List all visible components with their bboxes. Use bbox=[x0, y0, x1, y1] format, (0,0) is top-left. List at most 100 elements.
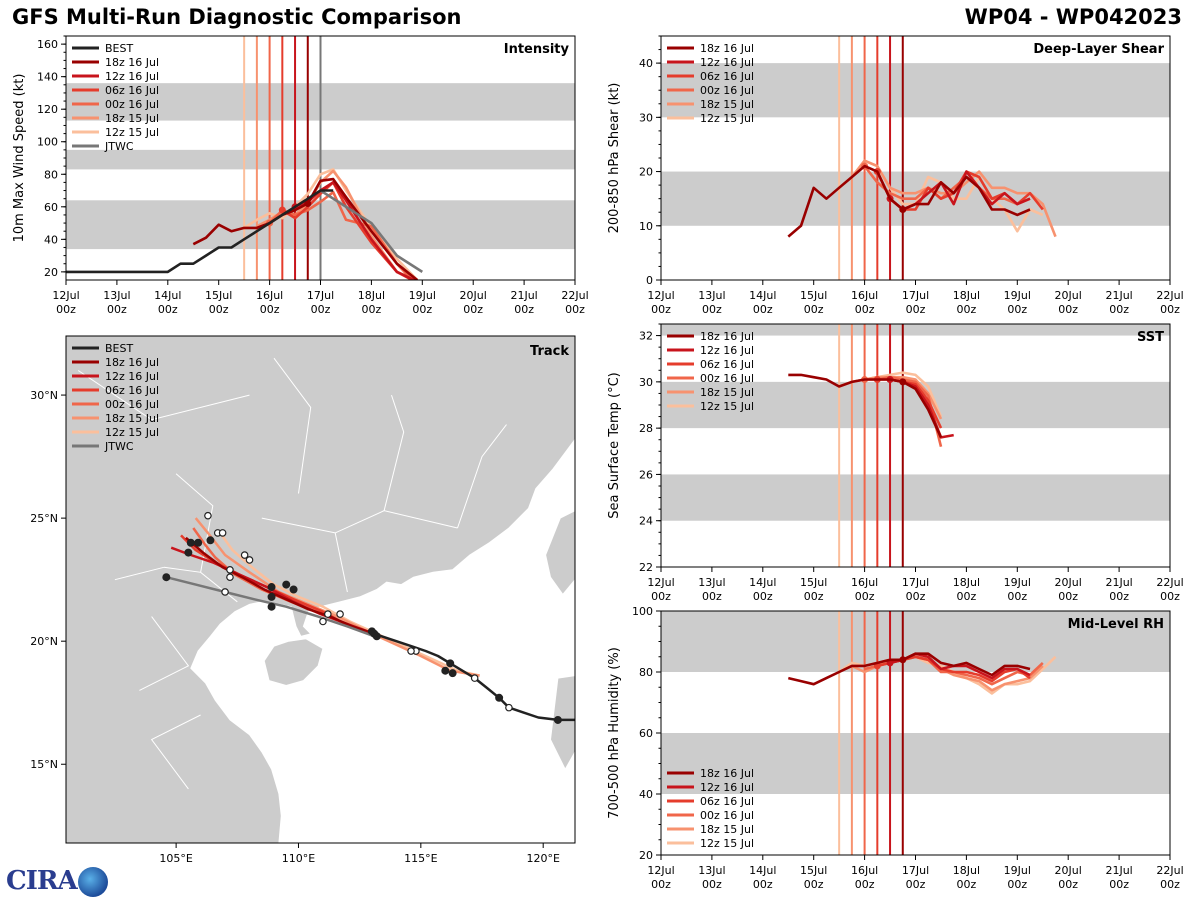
shear-xtick-day: 20Jul bbox=[1055, 289, 1082, 302]
sst-xtick-hour: 00z bbox=[906, 590, 926, 603]
sst-marker bbox=[899, 378, 907, 386]
track-legend-label: 06z 16 Jul bbox=[105, 384, 159, 397]
rh-band bbox=[661, 733, 1170, 794]
shear-xtick-hour: 00z bbox=[753, 303, 773, 316]
shear-ytick-label: 0 bbox=[646, 274, 653, 287]
sst-xtick-day: 17Jul bbox=[902, 576, 929, 589]
intensity-ytick-label: 160 bbox=[37, 38, 58, 51]
shear-xtick-hour: 00z bbox=[906, 303, 926, 316]
province-border bbox=[139, 616, 190, 691]
shear-ylabel: 200-850 hPa Shear (kt) bbox=[607, 83, 622, 234]
sst-ytick-label: 28 bbox=[639, 422, 653, 435]
rh-legend-label: 12z 15 Jul bbox=[700, 837, 754, 850]
shear-series-group bbox=[787, 159, 1057, 238]
intensity-legend-label: 00z 16 Jul bbox=[105, 98, 159, 111]
rh-xtick-hour: 00z bbox=[804, 878, 824, 891]
rh-xtick-day: 15Jul bbox=[800, 864, 827, 877]
intensity-legend-label: 06z 16 Jul bbox=[105, 84, 159, 97]
track-point-open bbox=[505, 703, 513, 712]
rh-legend-label: 00z 16 Jul bbox=[700, 809, 754, 822]
intensity-legend-label: 12z 15 Jul bbox=[105, 126, 159, 139]
track-point-open bbox=[245, 556, 254, 564]
track-point-filled bbox=[186, 538, 195, 547]
shear-ytick-label: 40 bbox=[639, 57, 653, 70]
sst-xtick-hour: 00z bbox=[1007, 590, 1027, 603]
sst-ytick-label: 26 bbox=[639, 468, 653, 481]
shear-legend-label: 18z 16 Jul bbox=[700, 42, 754, 55]
rh-xtick-hour: 00z bbox=[1007, 878, 1027, 891]
province-border bbox=[334, 532, 348, 593]
track-legend-label: 00z 16 Jul bbox=[105, 398, 159, 411]
track-ytick-label: 25°N bbox=[30, 512, 58, 525]
rh-ytick-label: 100 bbox=[632, 605, 653, 618]
track-point-open bbox=[470, 674, 479, 682]
track-point-open bbox=[204, 511, 212, 520]
intensity-legend-label: 18z 15 Jul bbox=[105, 112, 159, 125]
rh-ytick-label: 60 bbox=[639, 727, 653, 740]
track-point-filled bbox=[448, 669, 457, 678]
shear-xtick-day: 13Jul bbox=[698, 289, 725, 302]
intensity-xtick-hour: 00z bbox=[107, 303, 127, 316]
globe-icon bbox=[78, 867, 108, 897]
province-border bbox=[114, 566, 165, 581]
province-border bbox=[273, 357, 312, 494]
shear-marker bbox=[899, 206, 907, 214]
storm-id-title: WP04 - WP042023 bbox=[964, 5, 1182, 29]
sst-ytick-label: 32 bbox=[639, 330, 653, 343]
track-point-filled bbox=[372, 632, 381, 641]
track-xtick-label: 105°E bbox=[159, 852, 192, 865]
track-point-open bbox=[319, 617, 327, 626]
sst-title: SST bbox=[1137, 330, 1164, 345]
province-border bbox=[77, 370, 250, 421]
shear-ytick-label: 10 bbox=[639, 220, 653, 233]
track-title: Track bbox=[530, 344, 569, 359]
land-polygon bbox=[263, 638, 324, 687]
sst-legend-label: 18z 16 Jul bbox=[700, 330, 754, 343]
rh-xtick-day: 18Jul bbox=[953, 864, 980, 877]
rh-xtick-day: 19Jul bbox=[1004, 864, 1031, 877]
rh-xtick-day: 14Jul bbox=[749, 864, 776, 877]
sst-xtick-hour: 00z bbox=[753, 590, 773, 603]
intensity-ytick-label: 60 bbox=[44, 201, 58, 214]
intensity-ytick-label: 40 bbox=[44, 233, 58, 246]
track-xtick-label: 110°E bbox=[282, 852, 315, 865]
track-point-filled bbox=[553, 715, 562, 724]
track-point-filled bbox=[267, 602, 276, 611]
shear-xtick-day: 16Jul bbox=[851, 289, 878, 302]
shear-xtick-day: 18Jul bbox=[953, 289, 980, 302]
intensity-marker bbox=[278, 206, 286, 214]
shear-legend-label: 12z 16 Jul bbox=[700, 56, 754, 69]
sst-xtick-day: 21Jul bbox=[1105, 576, 1132, 589]
intensity-xtick-hour: 00z bbox=[56, 303, 76, 316]
shear-xtick-hour: 00z bbox=[855, 303, 875, 316]
track-legend-label: 18z 15 Jul bbox=[105, 412, 159, 425]
intensity-panel: 2040608010012014016012Jul00z13Jul00z14Ju… bbox=[12, 35, 589, 316]
track-point-filled bbox=[162, 573, 171, 582]
rh-legend-label: 06z 16 Jul bbox=[700, 795, 754, 808]
track-point-open bbox=[407, 647, 415, 655]
intensity-xtick-hour: 00z bbox=[311, 303, 331, 316]
sst-xtick-day: 19Jul bbox=[1004, 576, 1031, 589]
sst-series-18z-16-jul bbox=[788, 373, 943, 438]
rh-marker bbox=[899, 656, 907, 664]
shear-legend-label: 06z 16 Jul bbox=[700, 70, 754, 83]
sst-xtick-hour: 00z bbox=[804, 590, 824, 603]
intensity-ytick-label: 120 bbox=[37, 103, 58, 116]
track-legend-label: 12z 15 Jul bbox=[105, 426, 159, 439]
intensity-xtick-day: 22Jul bbox=[561, 289, 588, 302]
rh-legend-label: 18z 16 Jul bbox=[700, 767, 754, 780]
track-point-filled bbox=[495, 693, 504, 702]
track-ytick-label: 15°N bbox=[30, 758, 58, 771]
sst-xtick-day: 20Jul bbox=[1055, 576, 1082, 589]
track-ytick-label: 20°N bbox=[30, 635, 58, 648]
sst-series-group bbox=[788, 371, 954, 448]
track-point-filled bbox=[267, 583, 276, 592]
sst-xtick-day: 13Jul bbox=[698, 576, 725, 589]
track-point-open bbox=[226, 573, 234, 581]
intensity-ylabel: 10m Max Wind Speed (kt) bbox=[12, 74, 27, 243]
shear-xtick-hour: 00z bbox=[651, 303, 671, 316]
province-border bbox=[457, 424, 507, 529]
shear-ytick-label: 30 bbox=[639, 111, 653, 124]
